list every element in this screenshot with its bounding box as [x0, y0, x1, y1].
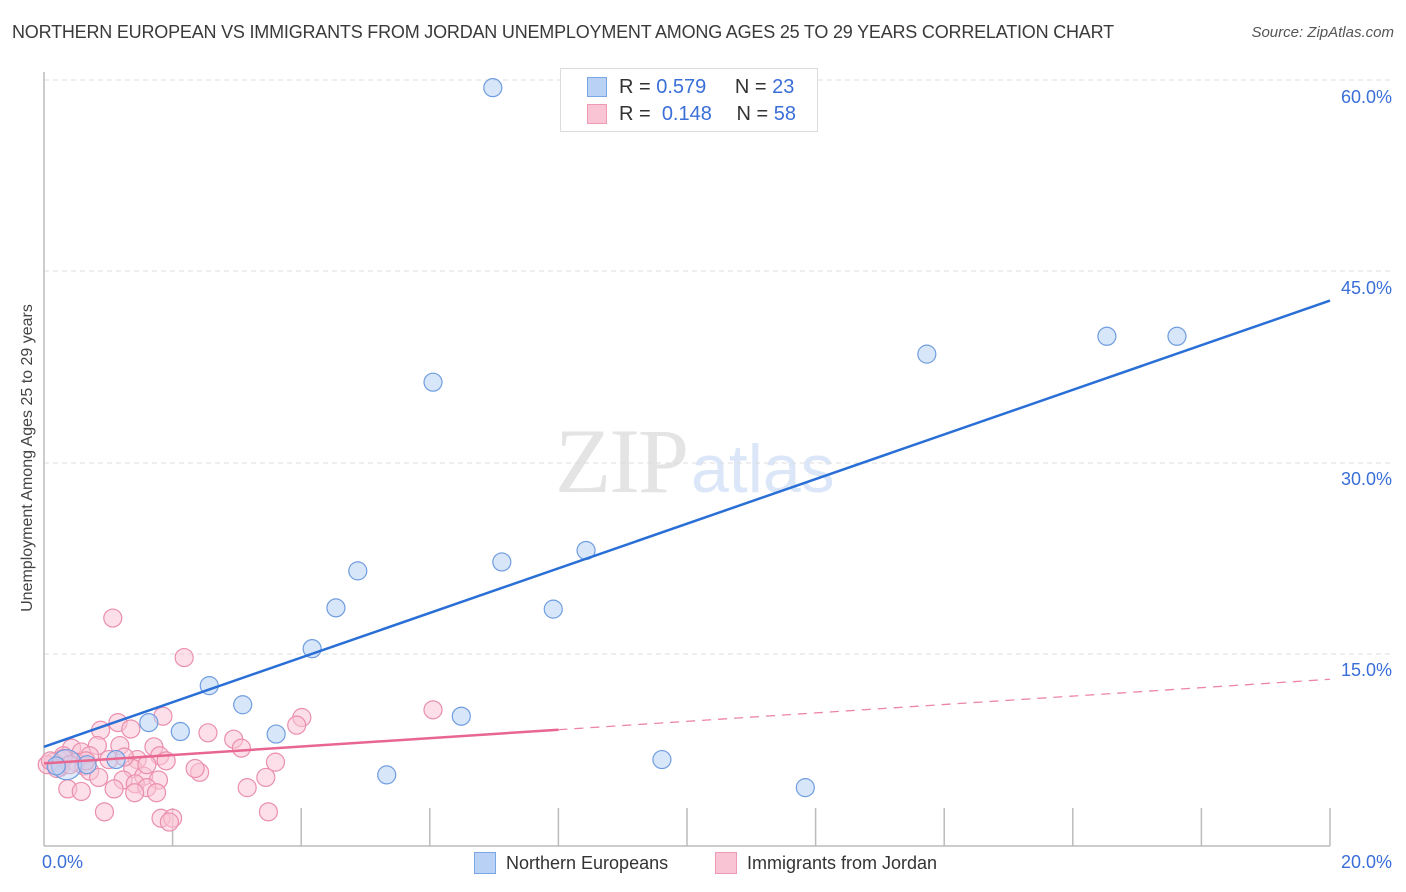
series-northern-europeans: [46, 78, 1187, 798]
legend-item-northern-europeans[interactable]: Northern Europeans: [474, 852, 668, 874]
data-point[interactable]: [795, 778, 815, 798]
axes: [43, 72, 1330, 847]
pink-swatch-icon: [587, 104, 607, 124]
data-point[interactable]: [139, 712, 159, 733]
data-point[interactable]: [198, 723, 218, 743]
data-point[interactable]: [170, 721, 190, 742]
r-value: 0.579: [656, 75, 707, 98]
chart-title: NORTHERN EUROPEAN VS IMMIGRANTS FROM JOR…: [12, 22, 1114, 42]
data-point[interactable]: [137, 755, 157, 775]
data-point[interactable]: [326, 598, 346, 618]
data-point[interactable]: [377, 765, 397, 785]
y-tick-30: 30.0%: [1340, 469, 1392, 489]
data-point[interactable]: [174, 647, 194, 668]
data-point[interactable]: [348, 561, 368, 581]
n-value: 23: [772, 75, 795, 98]
data-point[interactable]: [125, 783, 145, 803]
data-point[interactable]: [146, 783, 167, 803]
data-point[interactable]: [237, 778, 257, 798]
y-tick-45: 45.0%: [1340, 278, 1392, 298]
trend-lines: [43, 299, 1331, 765]
r-value: 0.148: [661, 102, 712, 125]
data-point[interactable]: [451, 706, 471, 726]
data-point[interactable]: [917, 344, 937, 364]
legend-label: Northern Europeans: [506, 852, 669, 873]
stats-row-northern-europeans: R = 0.579 N = 23: [587, 75, 794, 99]
pink-swatch-icon: [715, 852, 737, 874]
data-point[interactable]: [233, 695, 253, 715]
n-label: N =: [734, 75, 767, 98]
trend-line-northern-europeans: [43, 299, 1331, 749]
legend-item-immigrants-from-jordan[interactable]: Immigrants from Jordan: [715, 852, 937, 874]
gridlines: [44, 79, 1392, 655]
data-point[interactable]: [121, 719, 141, 739]
stats-legend: R = 0.579 N = 23 R = 0.148 N = 58: [560, 68, 818, 132]
data-point[interactable]: [159, 812, 179, 832]
y-tick-15: 15.0%: [1340, 660, 1392, 680]
data-point[interactable]: [492, 552, 512, 572]
data-point[interactable]: [256, 767, 276, 788]
data-point[interactable]: [46, 756, 66, 776]
source-label: Source: ZipAtlas.com: [1251, 24, 1394, 41]
legend-label: Immigrants from Jordan: [747, 852, 938, 873]
series-immigrants-from-jordan: [37, 608, 443, 832]
data-point[interactable]: [71, 781, 91, 802]
data-point[interactable]: [258, 802, 279, 822]
trend-line-immigrants-from-jordan: [43, 728, 559, 765]
stats-row-immigrants-from-jordan: R = 0.148 N = 58: [587, 102, 796, 126]
n-value: 58: [773, 102, 796, 125]
data-point[interactable]: [423, 700, 443, 720]
data-point[interactable]: [77, 755, 97, 775]
data-point[interactable]: [652, 749, 672, 770]
n-label: N =: [736, 102, 769, 125]
data-point[interactable]: [103, 608, 123, 628]
data-point[interactable]: [543, 599, 563, 619]
blue-swatch-icon: [587, 77, 607, 97]
x-tick-min: 0.0%: [42, 852, 84, 872]
data-point[interactable]: [1097, 326, 1117, 346]
x-ticks: [171, 808, 1331, 846]
x-tick-max: 20.0%: [1340, 852, 1392, 872]
data-point[interactable]: [94, 802, 115, 822]
blue-swatch-icon: [474, 852, 496, 874]
data-point[interactable]: [89, 767, 109, 788]
trend-line-extension: [558, 678, 1331, 731]
data-point[interactable]: [1167, 326, 1187, 346]
r-label: R =: [619, 102, 651, 125]
data-point[interactable]: [185, 758, 205, 779]
data-point[interactable]: [104, 779, 124, 799]
data-point[interactable]: [231, 738, 252, 758]
y-tick-60: 60.0%: [1340, 87, 1392, 107]
y-axis-label: Unemployment Among Ages 25 to 29 years: [19, 304, 36, 612]
data-point[interactable]: [266, 724, 286, 744]
data-point[interactable]: [423, 372, 443, 392]
r-label: R =: [619, 75, 651, 98]
data-point[interactable]: [287, 715, 307, 735]
data-point[interactable]: [483, 78, 503, 98]
data-point[interactable]: [265, 752, 286, 772]
